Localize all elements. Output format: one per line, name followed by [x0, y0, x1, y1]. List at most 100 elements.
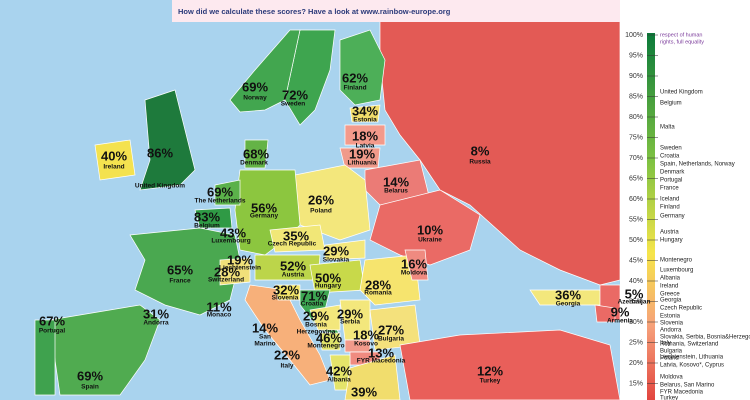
legend-entry: FYR Macedonia [660, 390, 704, 396]
legend-entry: Liechtenstein, Lithuania [660, 355, 724, 361]
legend-entry: Greece [660, 292, 680, 298]
legend-tick-label: 45% [629, 257, 643, 264]
country-name: United Kingdom [135, 183, 185, 190]
legend-tick-label: 50% [629, 237, 643, 244]
legend-tick-label: 85% [629, 93, 643, 100]
country-score: 35% [283, 228, 309, 243]
country-name: Croatia [301, 301, 324, 308]
country-score: 36% [555, 287, 581, 302]
country-score: 28% [365, 277, 391, 292]
legend-entry: Albania [660, 276, 681, 282]
country-name: Germany [250, 213, 279, 220]
legend-entry: Spain, Netherlands, Norway [660, 162, 735, 168]
legend-entry: Iceland [660, 197, 679, 203]
legend-entry: Malta [660, 125, 675, 131]
country-name: Romania [364, 290, 392, 297]
country-score: 69% [242, 79, 268, 94]
legend-entry: Estonia [660, 314, 681, 320]
legend-entry: Latvia, Kosovo*, Cyprus [660, 363, 724, 369]
legend-entry: Ireland [660, 284, 678, 290]
legend-entry: Montenegro [660, 258, 693, 264]
legend-tick-label: 90% [629, 73, 643, 80]
country-score: 69% [77, 368, 103, 383]
legend-entry: Denmark [660, 170, 685, 176]
country-score: 86% [147, 145, 173, 160]
country-name: Montenegro [307, 343, 344, 350]
legend-entry: Slovakia, Serbia, Bosnia&Herzegovina [660, 335, 750, 341]
country-name: Albania [327, 377, 351, 384]
country-name: San [259, 334, 271, 341]
legend-tick-label: 75% [629, 134, 643, 141]
country-score: 14% [252, 320, 278, 335]
country-name: Andorra [143, 320, 169, 327]
legend-tick-label: 95% [629, 52, 643, 59]
legend-entry: Romania, Switzerland [660, 342, 718, 348]
legend-entry: Czech Republic [660, 306, 702, 312]
country-name: Hungary [315, 283, 342, 290]
legend-tick-label: 25% [629, 339, 643, 346]
country-name: Czech Republic [268, 241, 317, 248]
legend-entry: Belgium [660, 101, 682, 107]
legend-entry: Germany [660, 214, 685, 220]
country-name: Denmark [240, 160, 268, 167]
legend-entry: United Kingdom [660, 90, 703, 96]
legend-tick-label: 65% [629, 175, 643, 182]
country-score: 8% [471, 143, 490, 158]
country-score: 67% [39, 313, 65, 328]
country-score: 29% [323, 243, 349, 258]
country-name: FYR Macedonia [357, 358, 406, 365]
legend-entry: Hungary [660, 238, 683, 244]
country-score: 83% [194, 209, 220, 224]
country-score: 5% [625, 286, 644, 301]
legend-tick-label: 60% [629, 196, 643, 203]
country-score: 68% [243, 146, 269, 161]
country-score: 39% [351, 384, 377, 399]
country-score: 34% [352, 103, 378, 118]
country-name: Ireland [103, 164, 124, 171]
country-score: 29% [337, 306, 363, 321]
country-score: 72% [282, 87, 308, 102]
country-score: 65% [167, 262, 193, 277]
country-name: Georgia [556, 301, 581, 308]
country-name: Marino [254, 341, 275, 348]
country-name: Luxembourg [211, 238, 250, 245]
country-score: 28% [214, 264, 240, 279]
legend-entry: Italy [660, 341, 671, 347]
country-name: The Netherlands [195, 198, 246, 205]
countries [34, 0, 621, 400]
country-name: Moldova [401, 270, 428, 277]
country-name: Spain [81, 384, 99, 391]
country-name: Lithuania [348, 160, 377, 167]
legend-entry: Croatia [660, 154, 680, 160]
country-score: 16% [401, 256, 427, 271]
country-score: 22% [274, 347, 300, 362]
legend-tick-label: 30% [629, 319, 643, 326]
legend-entry: Portugal [660, 178, 682, 184]
country-name: Switzerland [208, 277, 244, 284]
legend-entry: Bulgaria [660, 349, 683, 355]
country-score: 31% [143, 306, 169, 321]
legend-entry: Sweden [660, 146, 682, 152]
legend-entry: Andorra [660, 328, 682, 334]
country-name: Monaco [207, 312, 232, 319]
legend-bar [647, 33, 655, 400]
country-score: 32% [273, 282, 299, 297]
country-score: 14% [383, 174, 409, 189]
country-name: Finland [343, 85, 366, 92]
country-score: 42% [326, 363, 352, 378]
country-score: 62% [342, 70, 368, 85]
country-name: Kosovo [354, 341, 378, 348]
legend-tick-label: 70% [629, 155, 643, 162]
country-name: Norway [243, 95, 267, 102]
country-name: Azerbaijan [618, 299, 651, 306]
country-name: Austria [282, 272, 305, 279]
country-name: Armenia [607, 318, 633, 325]
legend-entry: Turkey [660, 396, 678, 400]
legend-tick-label: 40% [629, 278, 643, 285]
header-note: How did we calculate these scores? Have … [178, 7, 451, 16]
country-name: Bosnia [305, 322, 327, 329]
country-score: 12% [477, 363, 503, 378]
country-score: 40% [101, 148, 127, 163]
country-name: Poland [310, 208, 332, 215]
